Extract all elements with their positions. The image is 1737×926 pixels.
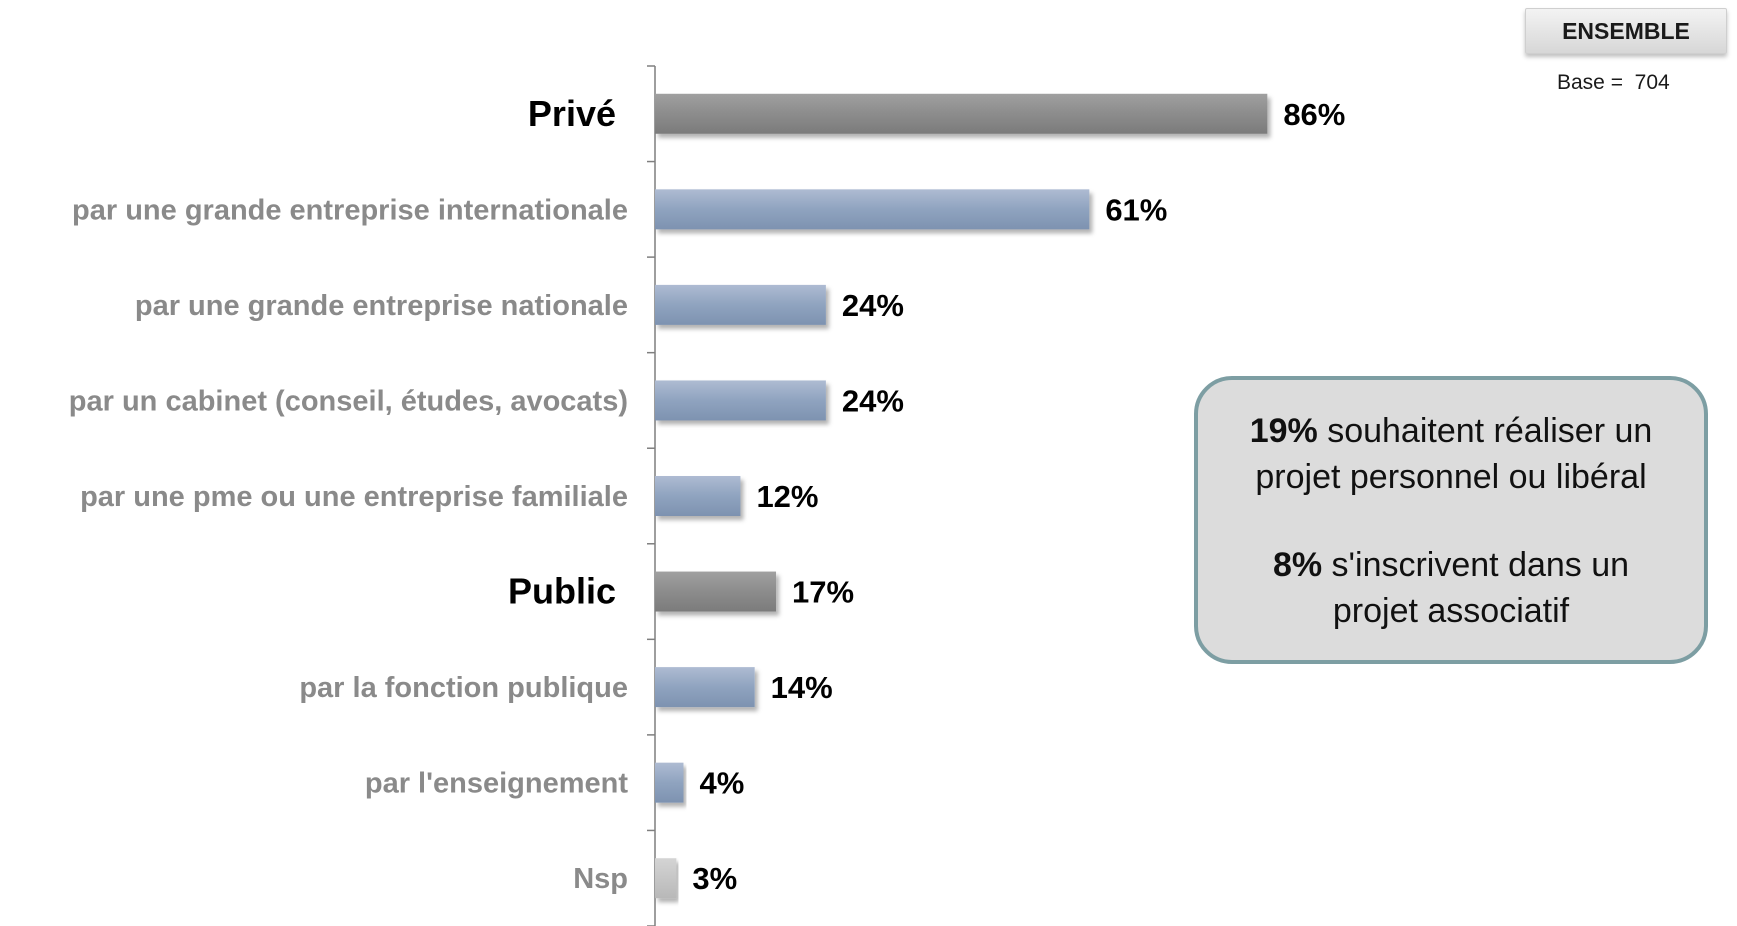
value-label-8: 3%: [692, 861, 737, 896]
callout-text-3: s'inscrivent dans un: [1322, 546, 1630, 584]
callout-pct-1: 19%: [1249, 412, 1318, 450]
category-label-3: par un cabinet (conseil, études, avocats…: [69, 385, 628, 417]
bar-0: [655, 93, 1268, 134]
category-label-1: par une grande entreprise internationale: [72, 194, 628, 226]
callout-text-1: souhaitent réaliser un: [1317, 412, 1653, 450]
value-label-6: 14%: [771, 670, 833, 705]
callout-box: 19% souhaitent réaliser un projet person…: [1194, 376, 1708, 664]
callout-line-3: 8% s'inscrivent dans un: [1198, 542, 1704, 588]
bar-4: [655, 476, 741, 516]
chart-bars: [655, 93, 1268, 899]
chart-labels: 86% Privé 61% par une grande entreprise int…: [69, 93, 1346, 896]
value-label-5: 17%: [792, 575, 854, 610]
chart-axis: [647, 65, 656, 926]
category-label-8: Nsp: [573, 863, 628, 895]
bar-6: [655, 667, 755, 708]
callout-pct-2: 8%: [1272, 546, 1323, 584]
callout-line-4: projet associatif: [1332, 592, 1570, 630]
value-label-2: 24%: [842, 288, 904, 323]
value-label-7: 4%: [699, 766, 744, 801]
bar-1: [655, 189, 1090, 230]
value-label-1: 61%: [1105, 192, 1167, 227]
category-label-6: par la fonction publique: [299, 672, 628, 704]
category-label-0: Privé: [528, 93, 616, 134]
category-label-4: par une pme ou une entreprise familiale: [80, 481, 628, 513]
bar-7: [655, 762, 684, 803]
ensemble-button[interactable]: ENSEMBLE: [1525, 8, 1727, 54]
base-info: Base = 704: [1557, 71, 1727, 95]
value-label-4: 12%: [756, 479, 818, 514]
bar-2: [655, 284, 826, 325]
base-label: Base =: [1557, 71, 1623, 94]
bar-5: [655, 571, 777, 612]
bar-3: [655, 380, 826, 421]
category-label-5: Public: [508, 571, 616, 612]
callout-line-2: projet personnel ou libéral: [1255, 458, 1647, 496]
value-label-0: 86%: [1283, 97, 1345, 132]
callout-line-1: 19% souhaitent réaliser un: [1198, 408, 1704, 454]
ensemble-label: ENSEMBLE: [1562, 17, 1690, 44]
category-label-7: par l'enseignement: [365, 768, 628, 800]
category-label-2: par une grande entreprise nationale: [135, 290, 628, 322]
bar-8: [655, 858, 677, 899]
value-label-3: 24%: [842, 383, 904, 418]
base-value: 704: [1634, 71, 1670, 94]
